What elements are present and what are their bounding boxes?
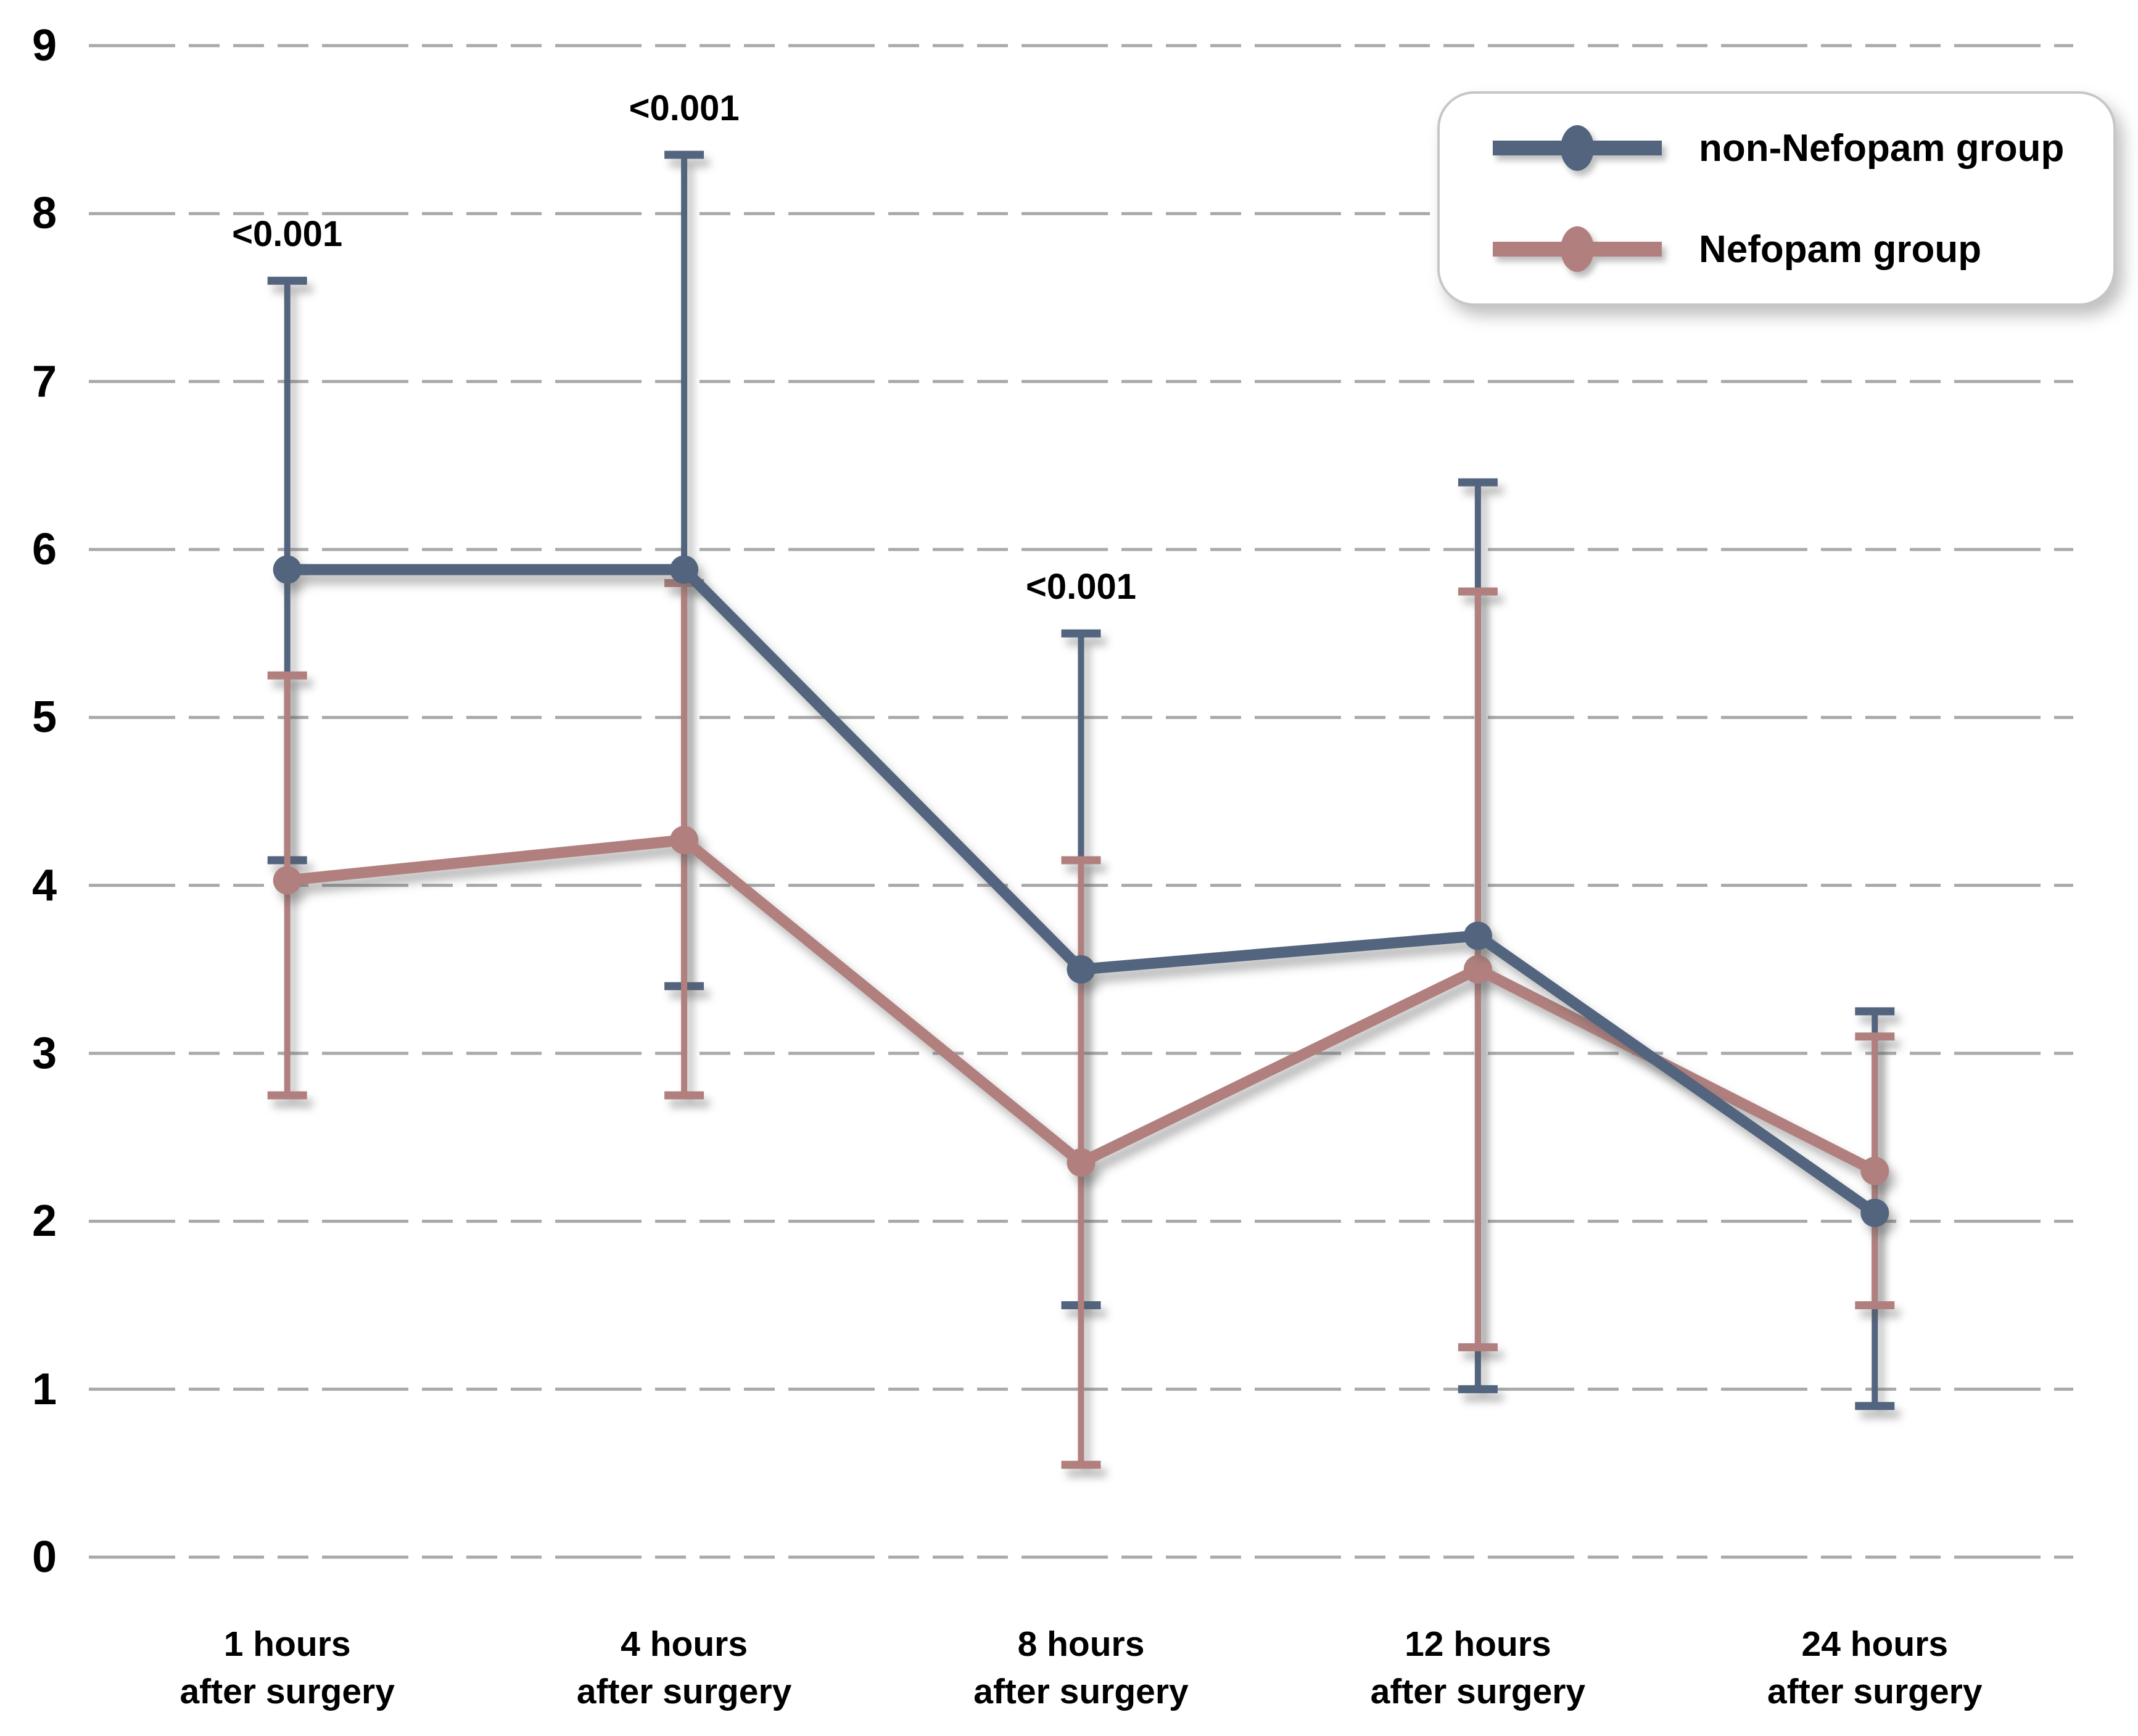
legend-label-nefopam: Nefopam group — [1699, 228, 1982, 271]
line-marker-swatch-icon — [1493, 125, 1662, 171]
x-label-24-hours-line1: 24 hours — [1801, 1624, 1949, 1664]
y-tick-label-0: 0 — [31, 1532, 57, 1582]
x-label-4-hours-line1: 4 hours — [621, 1624, 748, 1664]
y-tick-label-6: 6 — [31, 525, 57, 574]
y-tick-label-7: 7 — [31, 356, 57, 406]
x-label-4-hours-line2: after surgery — [576, 1672, 792, 1711]
legend-item-non-nefopam: non-Nefopam group — [1488, 108, 2113, 188]
legend-label-non-nefopam: non-Nefopam group — [1699, 126, 2065, 170]
x-label-12-hours-line2: after surgery — [1370, 1672, 1586, 1711]
x-label-8-hours-line1: 8 hours — [1017, 1624, 1145, 1664]
y-tick-label-1: 1 — [31, 1364, 57, 1414]
x-label-1-hours: 1 hours after surgery — [84, 1621, 491, 1716]
y-tick-label-8: 8 — [31, 189, 57, 239]
x-label-12-hours-line1: 12 hours — [1405, 1624, 1551, 1664]
y-tick-label-5: 5 — [31, 693, 57, 743]
y-tick-label-2: 2 — [31, 1196, 57, 1246]
x-label-1-hours-line2: after surgery — [180, 1672, 395, 1711]
x-label-4-hours: 4 hours after surgery — [481, 1621, 888, 1716]
x-label-8-hours-line2: after surgery — [973, 1672, 1189, 1711]
line-marker-swatch-icon — [1493, 226, 1662, 272]
x-label-12-hours: 12 hours after surgery — [1274, 1621, 1682, 1716]
p-value-annotation-1h: <0.001 — [232, 214, 343, 255]
legend-item-nefopam: Nefopam group — [1488, 209, 2113, 289]
y-tick-label-3: 3 — [31, 1029, 57, 1078]
y-tick-label-4: 4 — [31, 860, 57, 910]
p-value-annotation-4h: <0.001 — [629, 88, 740, 129]
x-label-24-hours: 24 hours after surgery — [1671, 1621, 2078, 1716]
p-value-annotation-8h: <0.001 — [1025, 567, 1136, 607]
x-label-8-hours: 8 hours after surgery — [878, 1621, 1285, 1716]
y-tick-label-9: 9 — [31, 21, 57, 70]
x-label-24-hours-line2: after surgery — [1767, 1672, 1983, 1711]
x-label-1-hours-line1: 1 hours — [223, 1624, 351, 1664]
legend: non-Nefopam group Nefopam group — [1437, 91, 2116, 306]
